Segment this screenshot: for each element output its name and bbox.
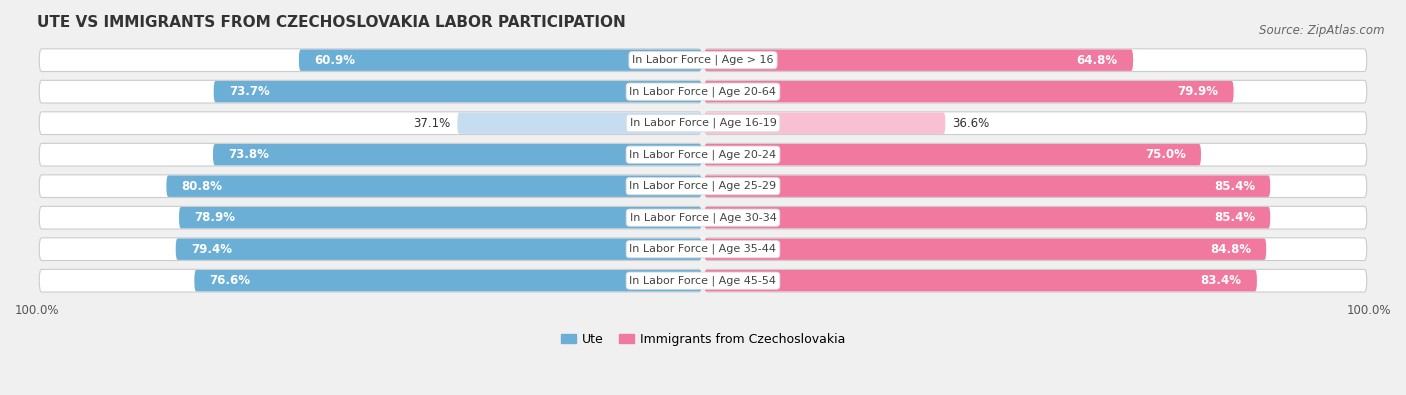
- FancyBboxPatch shape: [166, 175, 702, 197]
- FancyBboxPatch shape: [39, 175, 702, 198]
- FancyBboxPatch shape: [704, 238, 1367, 261]
- Text: 79.9%: 79.9%: [1177, 85, 1218, 98]
- Text: 80.8%: 80.8%: [181, 180, 222, 193]
- FancyBboxPatch shape: [704, 143, 1367, 166]
- FancyBboxPatch shape: [704, 175, 1270, 197]
- Text: 79.4%: 79.4%: [191, 243, 232, 256]
- FancyBboxPatch shape: [704, 207, 1270, 228]
- Text: 84.8%: 84.8%: [1209, 243, 1251, 256]
- Text: 85.4%: 85.4%: [1213, 211, 1256, 224]
- Text: 78.9%: 78.9%: [194, 211, 235, 224]
- FancyBboxPatch shape: [39, 143, 702, 166]
- FancyBboxPatch shape: [704, 80, 1367, 103]
- Text: 36.6%: 36.6%: [952, 117, 990, 130]
- Text: In Labor Force | Age 35-44: In Labor Force | Age 35-44: [630, 244, 776, 254]
- FancyBboxPatch shape: [704, 239, 1267, 260]
- Text: In Labor Force | Age 16-19: In Labor Force | Age 16-19: [630, 118, 776, 128]
- FancyBboxPatch shape: [39, 49, 702, 71]
- FancyBboxPatch shape: [704, 144, 1201, 166]
- FancyBboxPatch shape: [704, 112, 1367, 135]
- FancyBboxPatch shape: [194, 270, 702, 292]
- FancyBboxPatch shape: [704, 49, 1367, 71]
- Text: 60.9%: 60.9%: [314, 54, 356, 67]
- FancyBboxPatch shape: [704, 206, 1367, 229]
- FancyBboxPatch shape: [704, 269, 1367, 292]
- FancyBboxPatch shape: [212, 144, 702, 166]
- FancyBboxPatch shape: [179, 207, 702, 228]
- FancyBboxPatch shape: [39, 238, 702, 261]
- Text: In Labor Force | Age 25-29: In Labor Force | Age 25-29: [630, 181, 776, 192]
- FancyBboxPatch shape: [704, 81, 1233, 102]
- Text: 73.7%: 73.7%: [229, 85, 270, 98]
- FancyBboxPatch shape: [704, 175, 1367, 198]
- FancyBboxPatch shape: [39, 269, 702, 292]
- Text: In Labor Force | Age 20-64: In Labor Force | Age 20-64: [630, 87, 776, 97]
- Text: 75.0%: 75.0%: [1144, 148, 1185, 161]
- Text: 83.4%: 83.4%: [1201, 274, 1241, 287]
- FancyBboxPatch shape: [39, 112, 702, 135]
- Text: 76.6%: 76.6%: [209, 274, 250, 287]
- FancyBboxPatch shape: [704, 113, 945, 134]
- Legend: Ute, Immigrants from Czechoslovakia: Ute, Immigrants from Czechoslovakia: [555, 328, 851, 351]
- FancyBboxPatch shape: [39, 80, 702, 103]
- FancyBboxPatch shape: [39, 206, 702, 229]
- Text: 85.4%: 85.4%: [1213, 180, 1256, 193]
- Text: Source: ZipAtlas.com: Source: ZipAtlas.com: [1260, 24, 1385, 37]
- Text: 73.8%: 73.8%: [228, 148, 269, 161]
- FancyBboxPatch shape: [214, 81, 702, 102]
- Text: UTE VS IMMIGRANTS FROM CZECHOSLOVAKIA LABOR PARTICIPATION: UTE VS IMMIGRANTS FROM CZECHOSLOVAKIA LA…: [37, 15, 626, 30]
- FancyBboxPatch shape: [176, 239, 702, 260]
- FancyBboxPatch shape: [704, 49, 1133, 71]
- Text: In Labor Force | Age 45-54: In Labor Force | Age 45-54: [630, 275, 776, 286]
- Text: 37.1%: 37.1%: [413, 117, 451, 130]
- FancyBboxPatch shape: [704, 270, 1257, 292]
- Text: In Labor Force | Age 30-34: In Labor Force | Age 30-34: [630, 213, 776, 223]
- Text: In Labor Force | Age 20-24: In Labor Force | Age 20-24: [630, 149, 776, 160]
- Text: In Labor Force | Age > 16: In Labor Force | Age > 16: [633, 55, 773, 66]
- FancyBboxPatch shape: [457, 113, 702, 134]
- Text: 64.8%: 64.8%: [1077, 54, 1118, 67]
- FancyBboxPatch shape: [299, 49, 702, 71]
